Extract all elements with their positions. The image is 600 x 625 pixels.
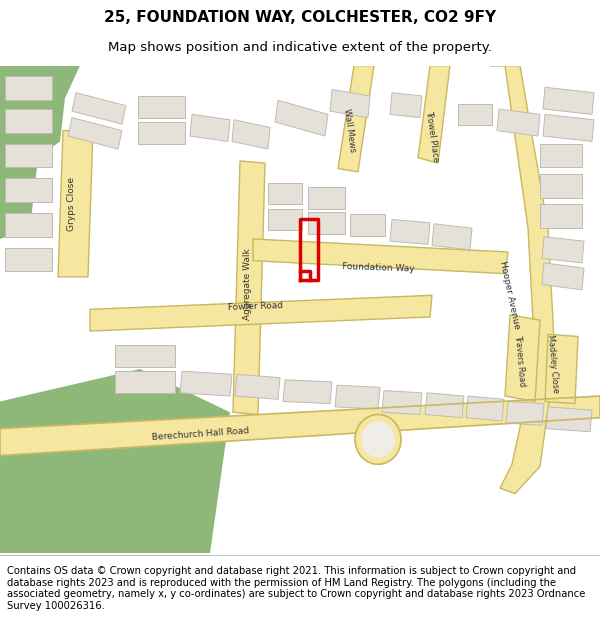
Polygon shape <box>330 89 370 118</box>
Text: Foundation Way: Foundation Way <box>341 262 415 274</box>
Polygon shape <box>268 209 302 230</box>
Text: Gryps Close: Gryps Close <box>67 177 77 231</box>
Circle shape <box>355 414 401 464</box>
Text: Aggregate Walk: Aggregate Walk <box>244 249 253 321</box>
Polygon shape <box>5 213 52 237</box>
Polygon shape <box>432 224 472 250</box>
Text: Wall Mews: Wall Mews <box>343 108 358 153</box>
Polygon shape <box>235 374 280 399</box>
Polygon shape <box>68 118 122 149</box>
Polygon shape <box>180 371 232 396</box>
Polygon shape <box>253 239 508 274</box>
Polygon shape <box>138 122 185 144</box>
Polygon shape <box>72 92 126 124</box>
Polygon shape <box>233 161 265 414</box>
Polygon shape <box>490 66 555 494</box>
Polygon shape <box>390 92 422 118</box>
Polygon shape <box>0 66 80 141</box>
Polygon shape <box>540 144 582 168</box>
Polygon shape <box>382 391 422 414</box>
Polygon shape <box>390 219 430 244</box>
Polygon shape <box>338 66 374 172</box>
Polygon shape <box>0 396 600 456</box>
Polygon shape <box>0 141 40 239</box>
Polygon shape <box>232 120 270 149</box>
Text: Trowel Place: Trowel Place <box>424 110 440 162</box>
Polygon shape <box>115 371 175 392</box>
Polygon shape <box>190 114 230 141</box>
Polygon shape <box>5 248 52 271</box>
Text: 25, FOUNDATION WAY, COLCHESTER, CO2 9FY: 25, FOUNDATION WAY, COLCHESTER, CO2 9FY <box>104 10 496 25</box>
Polygon shape <box>138 96 185 118</box>
Polygon shape <box>308 212 345 234</box>
Text: Fowler Road: Fowler Road <box>227 301 283 312</box>
Text: Travers Road: Travers Road <box>513 334 527 387</box>
Polygon shape <box>275 100 328 136</box>
Polygon shape <box>58 131 93 277</box>
Polygon shape <box>5 109 52 132</box>
Polygon shape <box>542 262 584 290</box>
Text: Map shows position and indicative extent of the property.: Map shows position and indicative extent… <box>108 41 492 54</box>
Polygon shape <box>545 334 578 404</box>
Text: Madeley Close: Madeley Close <box>546 334 560 393</box>
Polygon shape <box>335 385 380 409</box>
Polygon shape <box>506 401 544 425</box>
Polygon shape <box>90 295 432 331</box>
Polygon shape <box>350 214 385 236</box>
Polygon shape <box>283 380 332 404</box>
Polygon shape <box>5 76 52 100</box>
Polygon shape <box>0 98 65 185</box>
Polygon shape <box>308 187 345 209</box>
Polygon shape <box>540 204 582 228</box>
Polygon shape <box>543 88 594 114</box>
Polygon shape <box>542 237 584 262</box>
Polygon shape <box>5 178 52 202</box>
Polygon shape <box>540 174 582 198</box>
Circle shape <box>362 422 394 457</box>
Polygon shape <box>268 182 302 204</box>
Text: Contains OS data © Crown copyright and database right 2021. This information is : Contains OS data © Crown copyright and d… <box>7 566 586 611</box>
Polygon shape <box>466 396 504 421</box>
Polygon shape <box>5 144 52 168</box>
Polygon shape <box>543 114 594 141</box>
Text: Hooper Avenue: Hooper Avenue <box>499 261 521 330</box>
Polygon shape <box>425 392 464 418</box>
Polygon shape <box>546 407 592 432</box>
Polygon shape <box>458 104 492 125</box>
Polygon shape <box>418 66 450 163</box>
Polygon shape <box>505 315 540 401</box>
Polygon shape <box>115 345 175 367</box>
Text: Berechurch Hall Road: Berechurch Hall Road <box>151 426 249 442</box>
Polygon shape <box>497 109 540 136</box>
Polygon shape <box>0 369 230 553</box>
